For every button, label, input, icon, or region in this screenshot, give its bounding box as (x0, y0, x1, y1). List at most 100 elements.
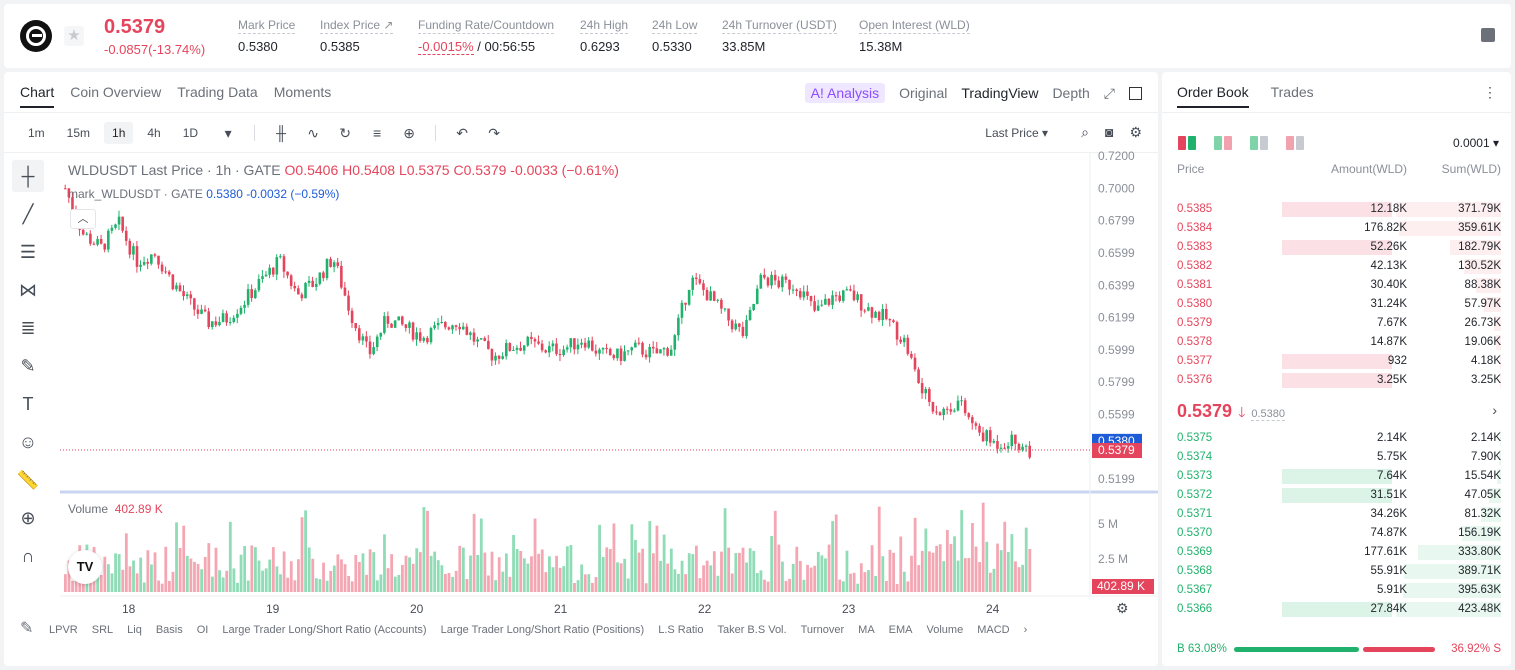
volume-bar (766, 581, 770, 592)
expand-icon[interactable]: ⤢ (1103, 84, 1115, 101)
crosshair-icon[interactable]: ┼ (12, 160, 44, 192)
pattern-icon[interactable]: ⋈ (19, 279, 37, 300)
ask-row[interactable]: 0.5379 7.67K 26.73K (1162, 314, 1511, 333)
indicator-7[interactable]: L.S Ratio (658, 624, 704, 636)
bid-row[interactable]: 0.5371 34.26K 81.32K (1162, 505, 1511, 524)
bid-row[interactable]: 0.5366 27.84K 423.48K (1162, 600, 1511, 619)
mode-bids-icon[interactable] (1250, 136, 1268, 150)
ask-row[interactable]: 0.5381 30.40K 88.38K (1162, 276, 1511, 295)
more-icon[interactable]: ⋮ (1483, 84, 1497, 100)
emoji-icon[interactable]: ☺ (18, 431, 38, 452)
indicator-1[interactable]: SRL (91, 624, 114, 636)
window-icon[interactable] (1129, 86, 1142, 100)
bid-row[interactable]: 0.5373 7.64K 15.54K (1162, 467, 1511, 486)
view-original[interactable]: Original (899, 85, 948, 101)
book-icon[interactable] (1481, 28, 1495, 42)
interval-1m[interactable]: 1m (28, 126, 45, 140)
undo-icon[interactable]: ↶ (456, 125, 468, 141)
tradingview-logo-icon[interactable]: TV (68, 550, 102, 584)
bid-row[interactable]: 0.5372 31.51K 47.05K (1162, 486, 1511, 505)
tab-trades[interactable]: Trades (1270, 84, 1314, 100)
volume-bar (429, 555, 433, 592)
ask-row[interactable]: 0.5383 52.26K 182.79K (1162, 238, 1511, 257)
indicator-12[interactable]: Volume (926, 624, 964, 636)
chevron-right-icon[interactable]: › (1023, 624, 1028, 636)
candle-body (741, 326, 745, 337)
mode-asks-icon[interactable] (1286, 136, 1304, 150)
precision-select[interactable]: 0.0001 ▾ (1452, 136, 1499, 150)
volume-bar (841, 581, 845, 592)
gear-icon[interactable]: ⚙ (1129, 124, 1142, 140)
mode-both-alt-icon[interactable] (1214, 136, 1232, 150)
volume-bar (232, 568, 236, 592)
bid-row[interactable]: 0.5368 55.91K 389.71K (1162, 562, 1511, 581)
ask-row[interactable]: 0.5378 14.87K 19.06K (1162, 333, 1511, 352)
ask-row[interactable]: 0.5382 42.13K 130.52K (1162, 257, 1511, 276)
price-type-select[interactable]: Last Price ▾ (985, 126, 1048, 140)
axis-settings-icon[interactable]: ⚙ (1116, 600, 1129, 616)
tab-order-book[interactable]: Order Book (1177, 84, 1249, 108)
ask-row[interactable]: 0.5385 12.18K 371.79K (1162, 200, 1511, 219)
indicator-0[interactable]: LPVR (49, 624, 78, 636)
chevron-down-icon[interactable]: ▾ (224, 125, 232, 141)
indicator-9[interactable]: Turnover (800, 624, 845, 636)
candle-body (971, 417, 974, 424)
candle-body (974, 423, 978, 426)
interval-1d[interactable]: 1D (182, 126, 199, 140)
interval-4h[interactable]: 4h (147, 126, 161, 140)
ask-row[interactable]: 0.5376 3.25K 3.25K (1162, 371, 1511, 390)
brush-icon[interactable]: ✎ (20, 355, 36, 376)
search-icon[interactable]: ⌕ (1081, 124, 1089, 140)
indicator-4[interactable]: OI (196, 624, 209, 636)
indicator-8[interactable]: Taker B.S Vol. (717, 624, 787, 636)
ask-row[interactable]: 0.5380 31.24K 57.97K (1162, 295, 1511, 314)
bid-row[interactable]: 0.5369 177.61K 333.80K (1162, 543, 1511, 562)
indicators-icon[interactable]: ∿ (307, 125, 319, 141)
bid-row[interactable]: 0.5374 5.75K 7.90K (1162, 448, 1511, 467)
candles-icon[interactable]: ╫ (276, 125, 287, 141)
volume-bar (289, 561, 293, 592)
interval-15m[interactable]: 15m (66, 126, 91, 140)
candle-body (752, 303, 755, 311)
indicator-13[interactable]: MACD (977, 624, 1010, 636)
ask-row[interactable]: 0.5384 176.82K 359.61K (1162, 219, 1511, 238)
zoom-in-icon[interactable]: ⊕ (20, 507, 36, 528)
candle-body (124, 230, 128, 241)
bid-row[interactable]: 0.5367 5.91K 395.63K (1162, 581, 1511, 600)
replay-icon[interactable]: ↻ (339, 125, 351, 141)
mode-both-icon[interactable] (1178, 136, 1196, 150)
indicator-2[interactable]: Liq (127, 624, 142, 636)
collapse-legend-button[interactable]: ︿ (70, 209, 96, 229)
ruler-icon[interactable]: 📏 (16, 469, 40, 490)
indicator-11[interactable]: EMA (888, 624, 913, 636)
template-icon[interactable]: ≡ (372, 125, 382, 141)
price-chart[interactable]: 0.7200 0.7000 0.6799 0.6599 0.6399 0.6199 0.59… (4, 72, 1158, 666)
camera-icon[interactable]: ◙ (1104, 124, 1114, 140)
text-icon[interactable]: T (22, 393, 34, 414)
ask-row[interactable]: 0.5377 932 4.18K (1162, 352, 1511, 371)
horizontal-lines-icon[interactable]: ☰ (19, 241, 37, 262)
tab-coin-overview[interactable]: Coin Overview (70, 84, 162, 100)
bid-row[interactable]: 0.5375 2.14K 2.14K (1162, 429, 1511, 448)
indicator-3[interactable]: Basis (155, 624, 183, 636)
indicator-10[interactable]: MA (858, 624, 875, 636)
indicator-5[interactable]: Large Trader Long/Short Ratio (Accounts) (222, 624, 427, 636)
candle-body (504, 343, 508, 357)
fib-icon[interactable]: ≣ (20, 317, 36, 338)
view-tradingview[interactable]: TradingView (961, 85, 1039, 101)
tab-moments[interactable]: Moments (273, 84, 332, 100)
add-alert-icon[interactable]: ⊕ (403, 125, 415, 141)
bid-row[interactable]: 0.5370 74.87K 156.19K (1162, 524, 1511, 543)
ai-analysis-button[interactable]: A! Analysis (804, 83, 886, 103)
view-depth[interactable]: Depth (1052, 85, 1090, 101)
trend-line-icon[interactable]: ╱ (22, 203, 34, 224)
chevron-right-icon[interactable]: › (1492, 402, 1497, 418)
redo-icon[interactable]: ↷ (488, 125, 500, 141)
edit-icon[interactable]: ✎ (20, 620, 34, 637)
magnet-icon[interactable]: ∩ (21, 545, 35, 566)
tab-chart[interactable]: Chart (20, 84, 55, 108)
tab-trading-data[interactable]: Trading Data (177, 84, 258, 100)
indicator-6[interactable]: Large Trader Long/Short Ratio (Positions… (440, 624, 645, 636)
favorite-star-icon[interactable]: ★ (64, 26, 84, 46)
interval-1h[interactable]: 1h (104, 122, 134, 144)
